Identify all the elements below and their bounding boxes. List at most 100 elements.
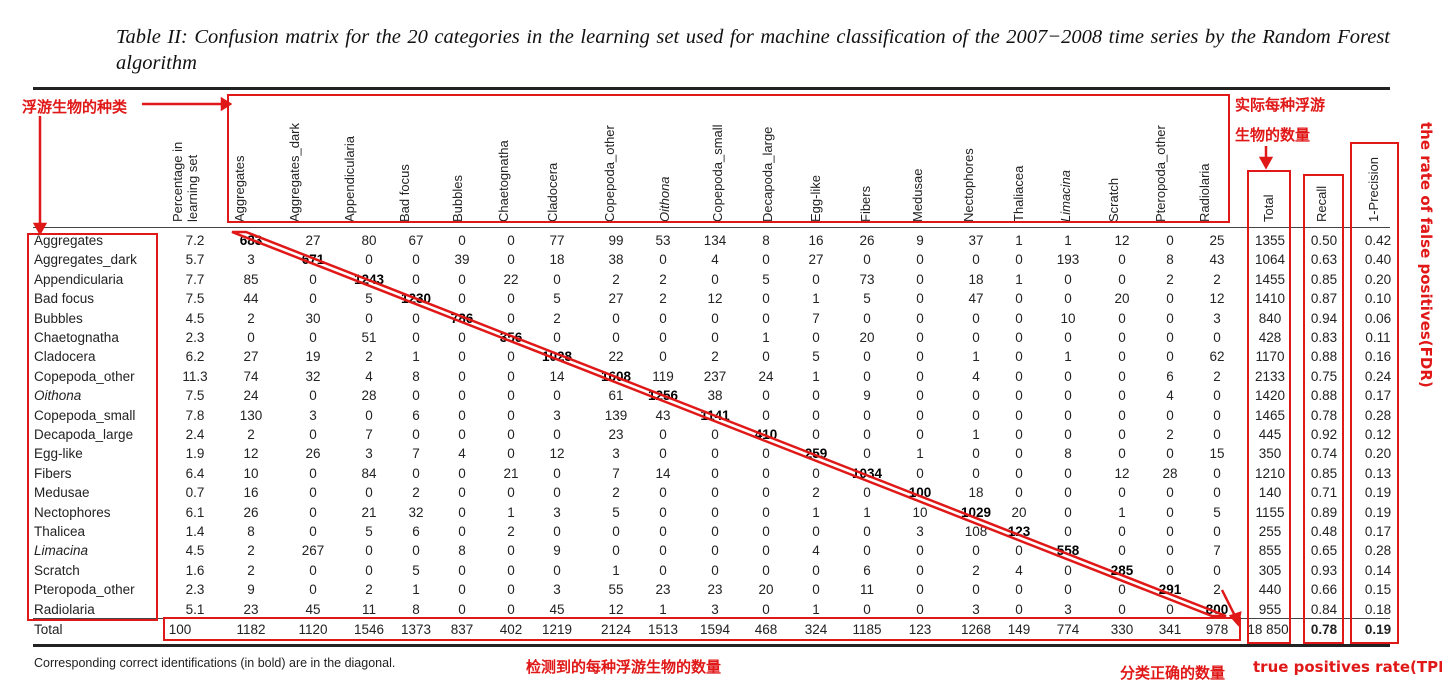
cell-percentage: 2.3 (185, 582, 205, 598)
total-column-box (1247, 170, 1291, 644)
cell-value: 0 (553, 562, 561, 578)
cell-value: 0 (863, 349, 871, 365)
cell-percentage: 4.5 (185, 310, 205, 326)
cell-value: 0 (1166, 504, 1174, 520)
totals-value: 1546 (353, 622, 385, 637)
cell-value: 1 (812, 504, 820, 520)
table-footnote: Corresponding correct identifications (i… (34, 656, 396, 670)
cell-value: 1 (1015, 233, 1023, 248)
cell-value: 0 (365, 407, 373, 423)
cell-value: 3 (1213, 310, 1221, 326)
cell-value: 0 (1166, 562, 1174, 578)
cell-value: 24 (243, 388, 259, 404)
totals-value: 1594 (699, 622, 731, 637)
cell-value: 43 (655, 407, 671, 423)
cell-value: 0 (507, 562, 515, 578)
cell-value: 0 (1015, 601, 1023, 617)
cell-value: 22 (608, 349, 624, 365)
cell-value: 0 (309, 582, 317, 598)
cell-value: 0 (507, 233, 515, 248)
row-label: Pteropoda_other (34, 582, 135, 598)
cell-value: 0 (812, 524, 820, 539)
cell-value: 0 (1213, 330, 1221, 345)
cell-value: 0 (659, 543, 667, 559)
cell-value: 5 (612, 504, 620, 520)
cell-value: 5 (863, 291, 871, 307)
cell-value: 12 (1114, 233, 1130, 248)
row-label: Decapoda_large (34, 427, 134, 442)
row-labels-box (27, 233, 158, 621)
cell-value: 3 (711, 601, 719, 617)
cell-value: 1 (412, 582, 420, 598)
cell-value: 0 (1064, 388, 1072, 404)
cell-percentage: 5.1 (185, 601, 205, 617)
cell-value: 1 (612, 562, 620, 578)
cell-value: 5 (553, 291, 561, 307)
totals-value: 468 (754, 622, 778, 637)
cell-recall: 0.83 (1310, 330, 1338, 345)
cell-value: 2 (412, 485, 420, 501)
cell-diagonal: 671 (301, 252, 325, 268)
cell-total: 1355 (1254, 233, 1286, 248)
cell-value: 0 (1064, 407, 1072, 423)
cell-value: 15 (1209, 446, 1225, 462)
cell-value: 0 (916, 368, 924, 384)
totals-percentage: 100 (168, 622, 192, 637)
cell-recall: 0.75 (1310, 368, 1338, 384)
cell-value: 0 (762, 465, 770, 481)
cell-value: 80 (361, 233, 377, 248)
cell-value: 0 (1064, 504, 1072, 520)
cell-value: 23 (655, 582, 671, 598)
totals-value: 1120 (298, 622, 328, 637)
row-label: Cladocera (34, 349, 96, 365)
cell-value: 12 (707, 291, 723, 307)
cell-total: 305 (1258, 562, 1282, 578)
cell-value: 8 (247, 524, 255, 539)
cell-value: 0 (507, 349, 515, 365)
cell-total: 140 (1258, 485, 1282, 501)
cell-diagonal: 1256 (647, 388, 679, 404)
cell-diagonal: 800 (1205, 601, 1229, 617)
cell-value: 0 (1213, 465, 1221, 481)
cell-value: 0 (1015, 485, 1023, 501)
cell-recall: 0.88 (1310, 388, 1338, 404)
cell-value: 0 (863, 601, 871, 617)
cell-value: 0 (711, 330, 719, 345)
cell-value: 1 (762, 330, 770, 345)
cell-precision: 0.40 (1364, 252, 1392, 268)
cell-value: 237 (703, 368, 727, 384)
cell-value: 3 (1064, 601, 1072, 617)
row-label: Medusae (34, 485, 90, 501)
cell-value: 0 (762, 562, 770, 578)
cell-value: 0 (412, 330, 420, 345)
totals-value: 837 (450, 622, 474, 637)
cell-value: 0 (507, 485, 515, 501)
cell-value: 0 (612, 524, 620, 539)
cell-value: 4 (711, 252, 719, 268)
cell-value: 0 (412, 271, 420, 287)
row-label: Bubbles (34, 310, 83, 326)
cell-value: 21 (503, 465, 519, 481)
cell-value: 0 (1064, 330, 1072, 345)
cell-value: 2 (812, 485, 820, 501)
cell-value: 12 (608, 601, 624, 617)
cell-value: 99 (608, 233, 624, 248)
cell-diagonal: 1243 (353, 271, 385, 287)
cell-value: 14 (549, 368, 565, 384)
header-percentage: Percentage in learning set (170, 141, 200, 222)
cell-value: 0 (863, 368, 871, 384)
cell-value: 0 (762, 543, 770, 559)
cell-value: 2 (612, 485, 620, 501)
cell-value: 0 (1118, 252, 1126, 268)
cell-percentage: 1.4 (185, 524, 205, 539)
cell-value: 0 (1064, 465, 1072, 481)
cell-value: 1 (1118, 504, 1126, 520)
cell-value: 23 (243, 601, 259, 617)
cell-value: 77 (549, 233, 565, 248)
cell-value: 0 (1166, 407, 1174, 423)
cell-value: 0 (812, 427, 820, 442)
cell-value: 5 (812, 349, 820, 365)
cell-value: 0 (458, 562, 466, 578)
cell-value: 0 (916, 543, 924, 559)
cell-value: 0 (711, 310, 719, 326)
